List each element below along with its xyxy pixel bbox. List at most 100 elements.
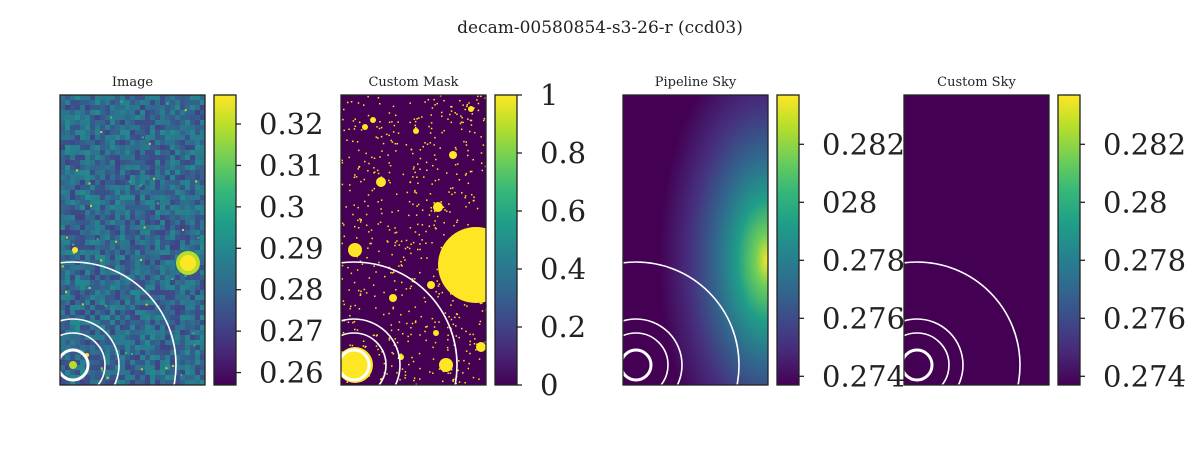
masked-pixel [368, 162, 370, 165]
masked-pixel [472, 376, 475, 379]
aperture-ring [623, 318, 683, 385]
masked-pixel [421, 239, 423, 241]
noise-pixel [75, 180, 80, 185]
noise-pixel [115, 255, 120, 260]
noise-pixel [155, 260, 160, 265]
noise-pixel [115, 340, 120, 345]
masked-pixel [408, 310, 410, 313]
noise-pixel [110, 130, 115, 135]
noise-pixel [170, 375, 175, 380]
noise-pixel [65, 250, 70, 255]
noise-pixel [165, 310, 170, 315]
noise-pixel [60, 180, 65, 185]
sky-uniform [904, 95, 1049, 385]
noise-pixel [125, 380, 130, 385]
noise-pixel [185, 360, 190, 365]
noise-pixel [190, 195, 195, 200]
noise-pixel [110, 125, 115, 130]
masked-pixel [397, 329, 400, 331]
noise-pixel [175, 130, 180, 135]
masked-pixel [441, 380, 444, 383]
masked-pixel [444, 312, 447, 314]
noise-pixel [70, 205, 75, 210]
noise-pixel [170, 325, 175, 330]
noise-pixel [140, 130, 145, 135]
noise-pixel [95, 360, 100, 365]
noise-pixel [165, 155, 170, 160]
figure-suptitle: decam-00580854-s3-26-r (ccd03) [457, 18, 743, 38]
noise-pixel [190, 150, 195, 155]
masked-pixel [436, 168, 439, 170]
noise-pixel [85, 115, 90, 120]
masked-pixel [347, 321, 350, 324]
noise-pixel [120, 210, 125, 215]
faint-source [65, 236, 68, 239]
noise-pixel [120, 190, 125, 195]
noise-pixel [175, 185, 180, 190]
noise-pixel [145, 355, 150, 360]
noise-pixel [185, 185, 190, 190]
noise-pixel [95, 365, 100, 370]
noise-pixel [160, 215, 165, 220]
noise-pixel [135, 100, 140, 105]
noise-pixel [200, 110, 205, 115]
masked-pixel [341, 161, 344, 164]
noise-pixel [125, 270, 130, 275]
noise-pixel [135, 270, 140, 275]
noise-pixel [155, 270, 160, 275]
noise-pixel [200, 270, 205, 275]
noise-pixel [105, 245, 110, 250]
masked-pixel [456, 221, 458, 223]
noise-pixel [175, 240, 180, 245]
aperture-ring [60, 261, 177, 385]
noise-pixel [165, 255, 170, 260]
masked-pixel [436, 268, 439, 271]
noise-pixel [150, 255, 155, 260]
noise-pixel [75, 225, 80, 230]
masked-pixel [447, 334, 449, 337]
noise-pixel [95, 125, 100, 130]
masked-pixel [341, 264, 344, 267]
masked-pixel [424, 301, 427, 303]
masked-pixel [425, 339, 427, 342]
noise-pixel [175, 310, 180, 315]
noise-pixel [145, 340, 150, 345]
noise-pixel [100, 295, 105, 300]
noise-pixel [60, 120, 65, 125]
noise-pixel [90, 175, 95, 180]
noise-pixel [140, 220, 145, 225]
noise-pixel [70, 295, 75, 300]
colorbar-tick-label: 0.32 [259, 107, 324, 141]
noise-pixel [160, 95, 165, 100]
noise-pixel [185, 305, 190, 310]
noise-pixel [65, 380, 70, 385]
noise-pixel [75, 140, 80, 145]
noise-pixel [65, 135, 70, 140]
masked-pixel [423, 296, 426, 299]
masked-pixel [351, 344, 354, 347]
noise-pixel [65, 310, 70, 315]
noise-pixel [195, 195, 200, 200]
noise-pixel [190, 220, 195, 225]
noise-pixel [70, 115, 75, 120]
noise-pixel [150, 200, 155, 205]
noise-pixel [165, 365, 170, 370]
noise-pixel [160, 170, 165, 175]
noise-pixel [95, 275, 100, 280]
noise-pixel [105, 275, 110, 280]
noise-pixel [110, 140, 115, 145]
noise-pixel [190, 305, 195, 310]
noise-pixel [165, 125, 170, 130]
masked-pixel [359, 294, 362, 297]
noise-pixel [75, 290, 80, 295]
noise-pixel [85, 145, 90, 150]
noise-pixel [175, 295, 180, 300]
noise-pixel [190, 295, 195, 300]
noise-pixel [135, 250, 140, 255]
noise-pixel [65, 95, 70, 100]
noise-pixel [90, 100, 95, 105]
noise-pixel [90, 350, 95, 355]
noise-pixel [80, 360, 85, 365]
noise-pixel [145, 350, 150, 355]
noise-pixel [180, 295, 185, 300]
